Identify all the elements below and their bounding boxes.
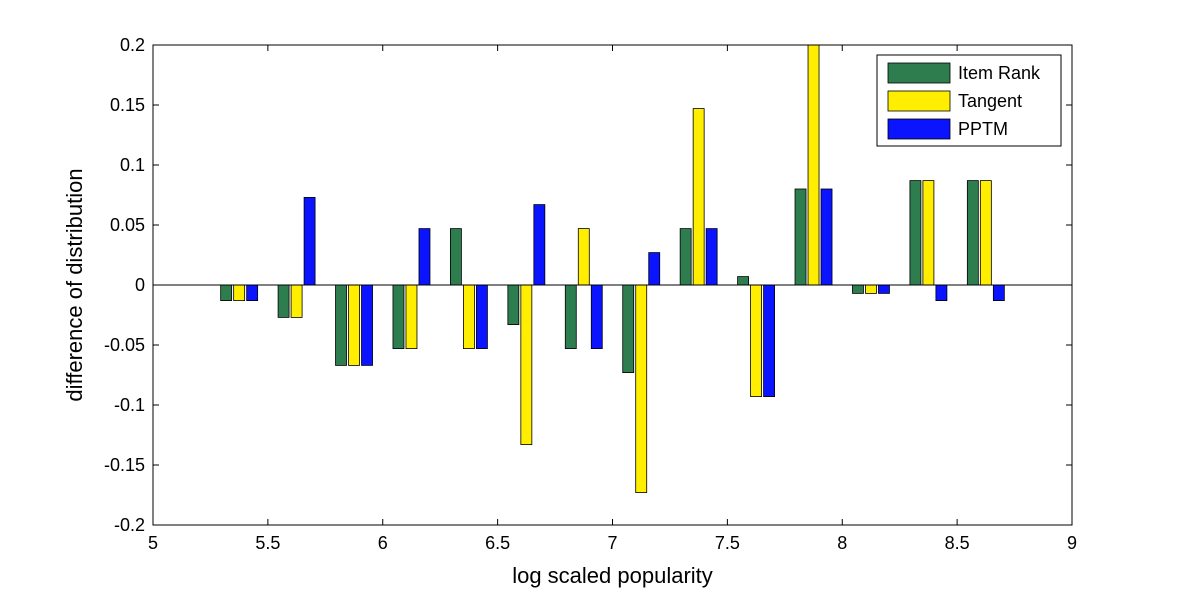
bars-layer <box>220 44 1005 494</box>
bar-pptm-12 <box>935 284 948 302</box>
bar-tangent-0 <box>233 284 246 302</box>
bar-item-rank-1 <box>277 284 290 318</box>
legend-swatch-pptm <box>887 118 951 140</box>
bar-pptm-11 <box>878 284 890 294</box>
x-tick-label: 5.5 <box>255 533 280 553</box>
legend: Item Rank Tangent PPTM <box>876 54 1062 147</box>
legend-label: Item Rank <box>958 63 1041 83</box>
bar-pptm-10 <box>820 188 833 286</box>
bar-tangent-12 <box>922 180 935 286</box>
bar-item-rank-9 <box>737 276 749 286</box>
bar-item-rank-2 <box>335 284 347 366</box>
bar-tangent-1 <box>290 284 303 318</box>
y-tick-label: 0 <box>135 275 145 295</box>
y-axis-label: difference of distribution <box>62 168 87 401</box>
x-tick-label: 9 <box>1067 533 1077 553</box>
bar-item-rank-4 <box>450 228 462 286</box>
bar-tangent-6 <box>577 228 590 286</box>
x-tick-label: 8 <box>837 533 847 553</box>
y-tick-label: 0.15 <box>110 95 145 115</box>
bar-tangent-11 <box>865 284 877 294</box>
bar-tangent-2 <box>348 284 360 366</box>
bar-item-rank-10 <box>794 188 807 286</box>
bar-tangent-10 <box>807 44 820 286</box>
x-tick-label: 6 <box>378 533 388 553</box>
y-axis-ticks: -0.2 -0.15 -0.1 -0.05 0 0.05 0.1 0.15 0.2 <box>104 35 1072 535</box>
bar-pptm-6 <box>590 284 603 349</box>
x-axis-label: log scaled popularity <box>512 563 713 588</box>
bar-pptm-9 <box>763 284 775 397</box>
bar-pptm-1 <box>303 196 316 286</box>
y-tick-label: -0.15 <box>104 455 145 475</box>
bar-pptm-13 <box>992 284 1005 302</box>
legend-label: Tangent <box>958 91 1022 111</box>
bar-item-rank-12 <box>909 180 922 286</box>
x-tick-label: 7.5 <box>715 533 740 553</box>
bar-item-rank-3 <box>392 284 405 349</box>
bar-item-rank-5 <box>507 284 520 325</box>
bar-pptm-0 <box>246 284 259 302</box>
x-tick-label: 5 <box>148 533 158 553</box>
y-tick-label: 0.1 <box>120 155 145 175</box>
x-tick-label: 6.5 <box>485 533 510 553</box>
bar-item-rank-7 <box>622 284 635 373</box>
bar-item-rank-13 <box>966 180 979 286</box>
bar-tangent-5 <box>520 284 533 446</box>
bar-tangent-8 <box>692 108 705 286</box>
legend-swatch-item-rank <box>887 62 951 84</box>
legend-swatch-tangent <box>887 90 951 112</box>
bar-tangent-4 <box>463 284 475 349</box>
bar-item-rank-0 <box>220 284 233 302</box>
y-tick-label: 0.05 <box>110 215 145 235</box>
bar-item-rank-6 <box>564 284 577 349</box>
bar-pptm-7 <box>648 252 661 286</box>
legend-label: PPTM <box>958 119 1008 139</box>
bar-pptm-2 <box>361 284 373 366</box>
bar-item-rank-8 <box>679 228 692 286</box>
bar-pptm-5 <box>533 204 546 286</box>
bar-pptm-8 <box>705 228 718 286</box>
bar-pptm-4 <box>476 284 488 349</box>
y-tick-label: -0.05 <box>104 335 145 355</box>
bar-tangent-13 <box>979 180 992 286</box>
y-tick-label: -0.2 <box>114 515 145 535</box>
bar-tangent-7 <box>635 284 648 494</box>
bar-tangent-3 <box>405 284 418 349</box>
x-tick-label: 8.5 <box>945 533 970 553</box>
x-tick-label: 7 <box>607 533 617 553</box>
y-tick-label: 0.2 <box>120 35 145 55</box>
bar-tangent-9 <box>750 284 762 397</box>
x-axis-ticks: 5 5.5 6 6.5 7 7.5 8 8.5 9 <box>148 45 1077 553</box>
bar-pptm-3 <box>418 228 431 286</box>
bar-item-rank-11 <box>852 284 864 294</box>
y-tick-label: -0.1 <box>114 395 145 415</box>
